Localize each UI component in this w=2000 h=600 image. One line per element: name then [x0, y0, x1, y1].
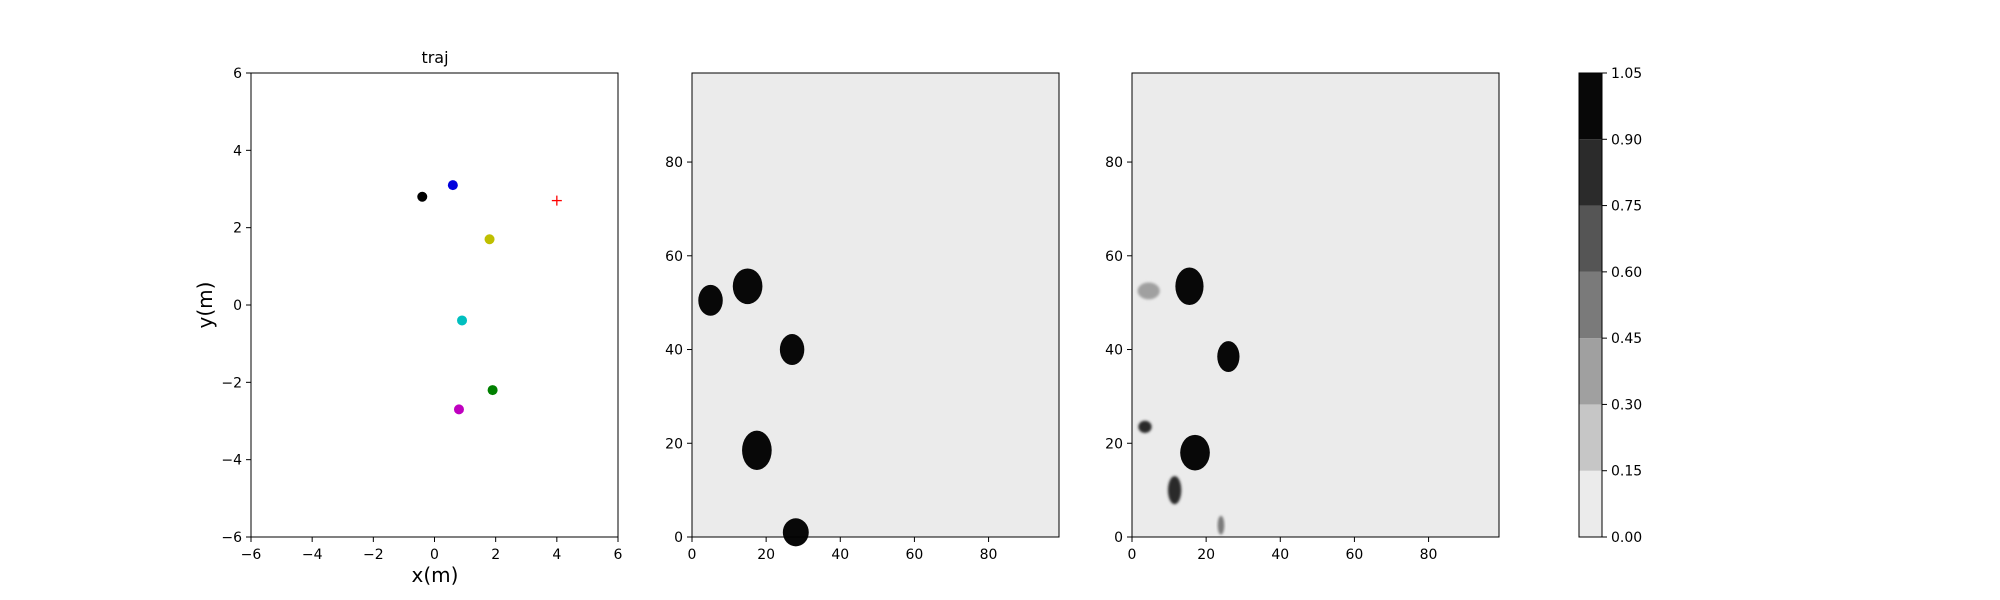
map-b-blob	[1175, 267, 1204, 305]
map-a-xtick-label: 80	[980, 547, 998, 563]
colorbar-segment	[1579, 139, 1602, 206]
map-a-ytick-label: 0	[674, 530, 683, 546]
map-a-blob	[742, 430, 772, 470]
map-a-blob	[732, 268, 763, 305]
traj-point	[457, 315, 468, 326]
colorbar-tick-label: 0.90	[1611, 132, 1642, 148]
traj-point	[484, 234, 495, 245]
map-a-ytick-label: 60	[665, 249, 683, 265]
colorbar: 0.00 0.15 0.30 0.45 0.60 0.75 0.90 1.05	[1578, 66, 1642, 546]
traj-ytick-label: 0	[233, 298, 242, 314]
map-b-ytick-label: 40	[1105, 343, 1123, 359]
traj-ylabel: y(m)	[193, 282, 217, 329]
map-a-blobs	[698, 268, 809, 547]
traj-points	[417, 180, 562, 415]
map-b-blob	[1217, 341, 1240, 373]
colorbar-segment	[1579, 205, 1602, 272]
traj-xtick-label: 0	[430, 547, 439, 563]
traj-axes-frame	[250, 72, 619, 538]
map-b-xtick-label: 0	[1128, 547, 1137, 563]
traj-point	[453, 404, 464, 415]
colorbar-tick-label: 1.05	[1611, 66, 1642, 82]
map-b-ytick-label: 0	[1114, 530, 1123, 546]
colorbar-ticks: 0.00 0.15 0.30 0.45 0.60 0.75 0.90 1.05	[1602, 66, 1642, 546]
traj-xlabel: x(m)	[412, 563, 459, 587]
map-b-blob	[1167, 476, 1182, 505]
colorbar-frame	[1578, 72, 1603, 538]
traj-ticks: −6 −4 −2 0 2 4 6 −6 −4 −2 0 2 4 6	[221, 66, 622, 563]
map-a-ytick-label: 40	[665, 343, 683, 359]
occupancy-map-prediction: 0 20 40 60 80 0 20 40 60 80	[1105, 72, 1500, 563]
map-b-xtick-label: 60	[1346, 547, 1364, 563]
colorbar-tick-label: 0.00	[1611, 530, 1642, 546]
traj-xtick-label: 2	[491, 547, 500, 563]
map-a-xtick-label: 20	[757, 547, 775, 563]
traj-goal-marker	[551, 195, 562, 206]
colorbar-tick-label: 0.75	[1611, 199, 1642, 215]
map-b-ytick-label: 20	[1105, 436, 1123, 452]
map-b-ytick-label: 80	[1105, 155, 1123, 171]
traj-xtick-label: −4	[302, 547, 323, 563]
traj-ytick-label: 2	[233, 221, 242, 237]
map-b-frame	[1131, 72, 1500, 538]
map-a-blob	[698, 284, 723, 316]
traj-xtick-label: 4	[552, 547, 561, 563]
trajectory-plot: traj −6 −4 −2 0 2 4 6 −6 −4 −2 0 2 4 6 x(m) y(m)	[193, 48, 623, 587]
traj-point	[487, 385, 498, 396]
map-a-ytick-label: 80	[665, 155, 683, 171]
map-b-blob	[1217, 515, 1225, 535]
occupancy-map-ground-truth: 0 20 40 60 80 0 20 40 60 80	[665, 72, 1060, 563]
colorbar-tick-label: 0.60	[1611, 265, 1642, 281]
traj-xtick-label: −2	[363, 547, 384, 563]
colorbar-tick-label: 0.15	[1611, 464, 1642, 480]
map-a-blob	[779, 334, 805, 365]
map-b-xtick-label: 20	[1197, 547, 1215, 563]
traj-ytick-label: −4	[221, 453, 242, 469]
colorbar-segment	[1579, 404, 1602, 471]
colorbar-segment	[1579, 73, 1602, 140]
map-b-blob	[1180, 434, 1210, 471]
colorbar-tick-label: 0.30	[1611, 397, 1642, 413]
map-a-ytick-label: 20	[665, 436, 683, 452]
traj-title: traj	[421, 48, 448, 67]
colorbar-tick-label: 0.45	[1611, 331, 1642, 347]
map-a-ticks: 0 20 40 60 80 0 20 40 60 80	[665, 155, 997, 563]
map-a-background	[692, 73, 1059, 537]
map-b-blob	[1138, 420, 1152, 433]
map-a-frame	[691, 72, 1060, 538]
traj-xtick-label: 6	[614, 547, 623, 563]
map-a-xtick-label: 0	[688, 547, 697, 563]
colorbar-segment	[1579, 470, 1602, 537]
map-b-ytick-label: 60	[1105, 249, 1123, 265]
colorbar-segments	[1579, 73, 1602, 537]
traj-point	[417, 191, 428, 202]
traj-ytick-label: 6	[233, 66, 242, 82]
traj-point	[447, 180, 458, 191]
traj-ytick-label: 4	[233, 143, 242, 159]
map-b-blobs	[1137, 267, 1240, 535]
map-a-xtick-label: 40	[831, 547, 849, 563]
traj-xtick-label: −6	[241, 547, 262, 563]
map-b-xtick-label: 80	[1420, 547, 1438, 563]
map-a-xtick-label: 60	[906, 547, 924, 563]
map-b-blob	[1137, 282, 1160, 300]
colorbar-segment	[1579, 338, 1602, 405]
map-b-xtick-label: 40	[1271, 547, 1289, 563]
map-a-blob	[782, 518, 809, 547]
traj-ytick-label: −2	[221, 375, 242, 391]
colorbar-segment	[1579, 271, 1602, 339]
traj-ytick-label: −6	[221, 530, 242, 546]
map-b-ticks: 0 20 40 60 80 0 20 40 60 80	[1105, 155, 1437, 563]
